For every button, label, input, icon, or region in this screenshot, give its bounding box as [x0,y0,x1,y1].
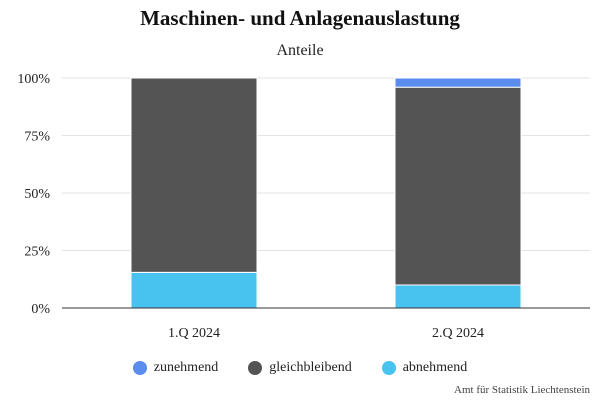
x-tick-label: 2.Q 2024 [432,326,484,341]
legend-marker-zunehmend [132,361,147,375]
x-tick-label: 1.Q 2024 [168,326,220,341]
bar-segment-gleichbleibend [130,77,258,273]
legend-marker-gleichbleibend [248,361,263,375]
legend-item-zunehmend[interactable]: zunehmend [132,360,219,376]
legend-label-gleichbleibend: gleichbleibend [269,360,352,375]
chart-legend: zunehmend gleichbleibend abnehmend [0,360,600,376]
y-tick-label: 50% [24,187,50,202]
chart-title: Maschinen- und Anlagenauslastung [140,6,460,30]
bar-segment-abnehmend [394,284,522,309]
legend-marker-abnehmend [381,361,396,375]
legend-label-abnehmend: abnehmend [402,360,468,375]
bar-segment-abnehmend [130,271,258,309]
y-tick-label: 100% [17,72,50,87]
legend-item-gleichbleibend[interactable]: gleichbleibend [248,360,352,376]
y-tick-label: 25% [24,245,50,260]
legend-label-zunehmend: zunehmend [153,360,219,375]
chart-subtitle: Anteile [276,42,324,59]
y-tick-label: 75% [24,130,50,145]
bar-segment-gleichbleibend [394,86,522,286]
bar-segment-zunehmend [394,77,522,88]
legend-item-abnehmend[interactable]: abnehmend [381,360,468,376]
y-tick-label: 0% [31,302,50,317]
source-credit: Amt für Statistik Liechtenstein [454,384,590,396]
